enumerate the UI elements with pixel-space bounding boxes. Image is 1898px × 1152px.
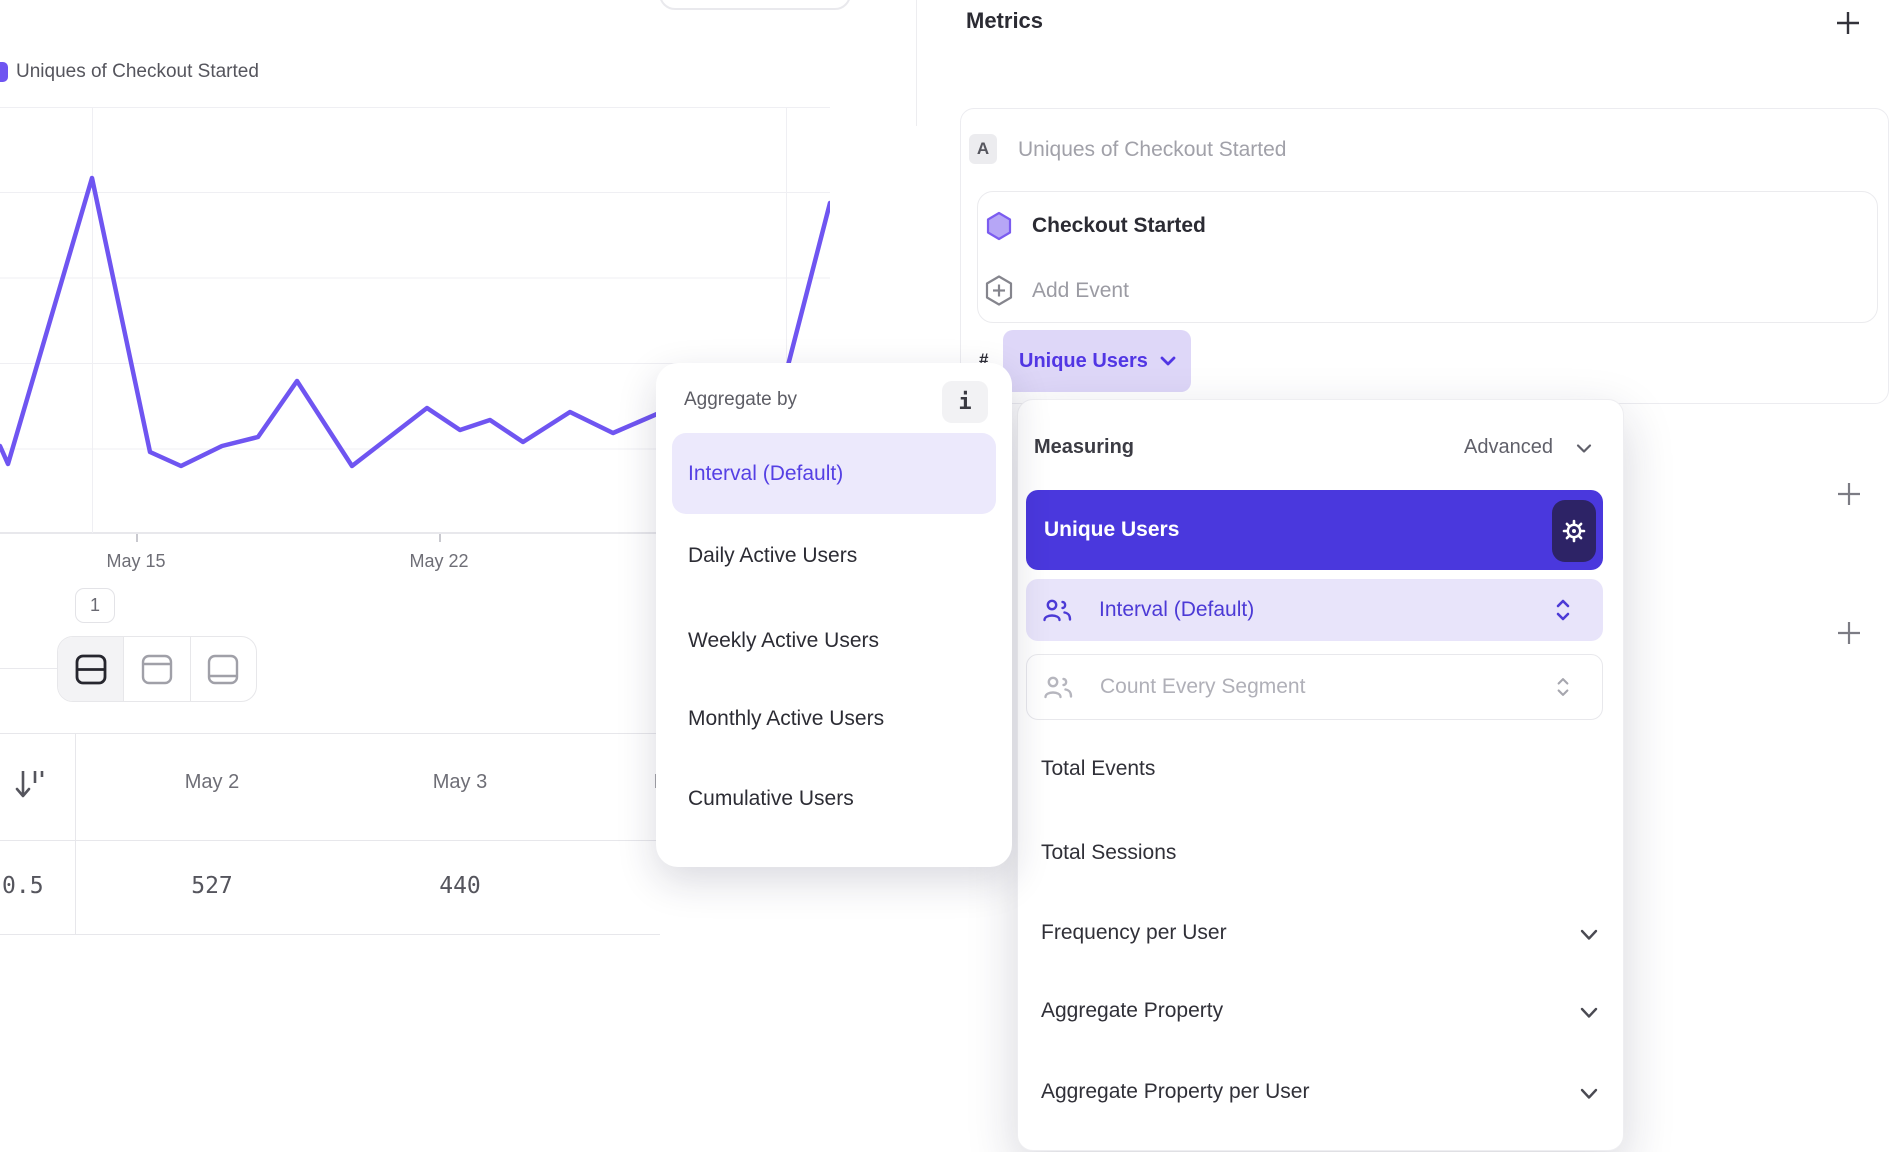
chart-legend-label[interactable]: Uniques of Checkout Started bbox=[16, 61, 259, 82]
advanced-toggle[interactable]: Advanced bbox=[1464, 436, 1553, 458]
chevron-down-icon[interactable] bbox=[1579, 1087, 1599, 1101]
layout-toggle-chart-view[interactable] bbox=[124, 637, 191, 701]
aggregate-by-title: Aggregate by bbox=[684, 389, 798, 410]
aggregate-option-cumulative-users[interactable]: Cumulative Users bbox=[688, 787, 854, 810]
add-breakdown-icon[interactable] bbox=[1835, 480, 1863, 508]
table-cell-value: 527 bbox=[191, 873, 233, 899]
measuring-option-unique-users[interactable]: Unique Users bbox=[1026, 490, 1603, 570]
chevron-down-icon[interactable] bbox=[1579, 1006, 1599, 1020]
up-down-chevrons-icon bbox=[1556, 599, 1570, 621]
table-border bbox=[0, 733, 660, 734]
measuring-popup: Measuring Advanced Unique Users bbox=[1017, 399, 1624, 1151]
chart-gridlines bbox=[0, 107, 830, 534]
table-header-cell[interactable]: May 3 bbox=[432, 771, 488, 793]
users-icon bbox=[1043, 599, 1072, 622]
table-border bbox=[0, 840, 660, 841]
add-metric-icon[interactable] bbox=[1834, 9, 1862, 37]
table-header-cell[interactable]: May 2 bbox=[184, 771, 240, 793]
metric-card: A Uniques of Checkout Started Checkout S… bbox=[960, 108, 1889, 404]
measurement-chip-label: Unique Users bbox=[1019, 349, 1148, 372]
table-border bbox=[0, 934, 660, 935]
layout-toggle-split-view[interactable] bbox=[58, 637, 125, 701]
sort-icon[interactable] bbox=[13, 765, 47, 805]
x-axis-tick bbox=[136, 534, 138, 542]
x-axis-tick bbox=[439, 534, 441, 542]
chevron-down-icon[interactable] bbox=[1579, 928, 1599, 942]
users-icon bbox=[1044, 676, 1073, 699]
x-axis-label: May 15 bbox=[106, 551, 166, 571]
up-down-chevrons-icon bbox=[1557, 678, 1569, 696]
add-event-label[interactable]: Add Event bbox=[1032, 279, 1129, 302]
panel-divider bbox=[916, 0, 917, 126]
measuring-option-label: Unique Users bbox=[1044, 518, 1180, 541]
measuring-interval-select[interactable]: Interval (Default) bbox=[1026, 579, 1603, 641]
unique-users-settings-button[interactable] bbox=[1552, 500, 1596, 562]
table-row-sticky-value: 0.5 bbox=[2, 873, 44, 899]
bottom-bar-icon bbox=[208, 654, 239, 684]
results-table: May 2 May 3 May 4 0.5 527 440 bbox=[0, 733, 660, 935]
measuring-segment-select[interactable]: Count Every Segment bbox=[1026, 654, 1603, 720]
hash-icon: # bbox=[979, 350, 989, 369]
gear-icon bbox=[1562, 519, 1586, 543]
split-horizontal-icon bbox=[75, 654, 107, 684]
layout-toggle-group bbox=[57, 636, 257, 702]
pagination-page-button[interactable]: 1 bbox=[75, 588, 115, 623]
metrics-section-title: Metrics bbox=[966, 8, 1044, 33]
measuring-title: Measuring bbox=[1034, 436, 1135, 458]
aggregate-option-monthly-active-users[interactable]: Monthly Active Users bbox=[688, 707, 885, 730]
event-name[interactable]: Checkout Started bbox=[1032, 214, 1206, 237]
toolbar-button-partial[interactable] bbox=[659, 0, 851, 10]
event-hexagon-icon bbox=[986, 211, 1012, 241]
info-icon[interactable]: i bbox=[942, 381, 988, 423]
metric-letter-badge: A bbox=[969, 134, 997, 164]
x-axis-label: May 22 bbox=[409, 551, 469, 571]
segment-select-label: Count Every Segment bbox=[1100, 675, 1306, 698]
measurement-chip[interactable]: Unique Users bbox=[1003, 330, 1191, 392]
chevron-down-icon bbox=[1160, 356, 1176, 366]
table-cell-value: 440 bbox=[439, 873, 481, 899]
aggregate-by-popup: Aggregate by i Interval (Default) Daily … bbox=[656, 363, 1012, 867]
measuring-option-aggregate-property[interactable]: Aggregate Property bbox=[1041, 999, 1224, 1022]
aggregate-option-weekly-active-users[interactable]: Weekly Active Users bbox=[688, 629, 879, 652]
aggregate-option-interval[interactable]: Interval (Default) bbox=[672, 433, 996, 514]
interval-select-label: Interval (Default) bbox=[1099, 598, 1255, 621]
measuring-option-total-events[interactable]: Total Events bbox=[1041, 757, 1156, 780]
top-bar-icon bbox=[141, 654, 173, 684]
measuring-option-aggregate-property-per-user[interactable]: Aggregate Property per User bbox=[1041, 1080, 1310, 1103]
layout-toggle-table-view[interactable] bbox=[191, 637, 256, 701]
footer-divider bbox=[0, 668, 57, 669]
table-column-divider bbox=[75, 733, 76, 935]
measuring-option-total-sessions[interactable]: Total Sessions bbox=[1041, 841, 1177, 864]
aggregate-option-label: Interval (Default) bbox=[688, 461, 844, 485]
chart-legend-swatch bbox=[0, 62, 8, 82]
aggregate-option-daily-active-users[interactable]: Daily Active Users bbox=[688, 544, 858, 567]
add-event-hexagon-icon[interactable] bbox=[984, 274, 1014, 307]
measuring-option-frequency-per-user[interactable]: Frequency per User bbox=[1041, 921, 1227, 944]
add-filter-icon[interactable] bbox=[1835, 619, 1863, 647]
event-card: Checkout Started Add Event bbox=[977, 191, 1878, 323]
chevron-down-icon[interactable] bbox=[1576, 443, 1592, 454]
metric-title[interactable]: Uniques of Checkout Started bbox=[1018, 138, 1287, 161]
table-header-cell[interactable]: May 4 bbox=[601, 771, 660, 794]
